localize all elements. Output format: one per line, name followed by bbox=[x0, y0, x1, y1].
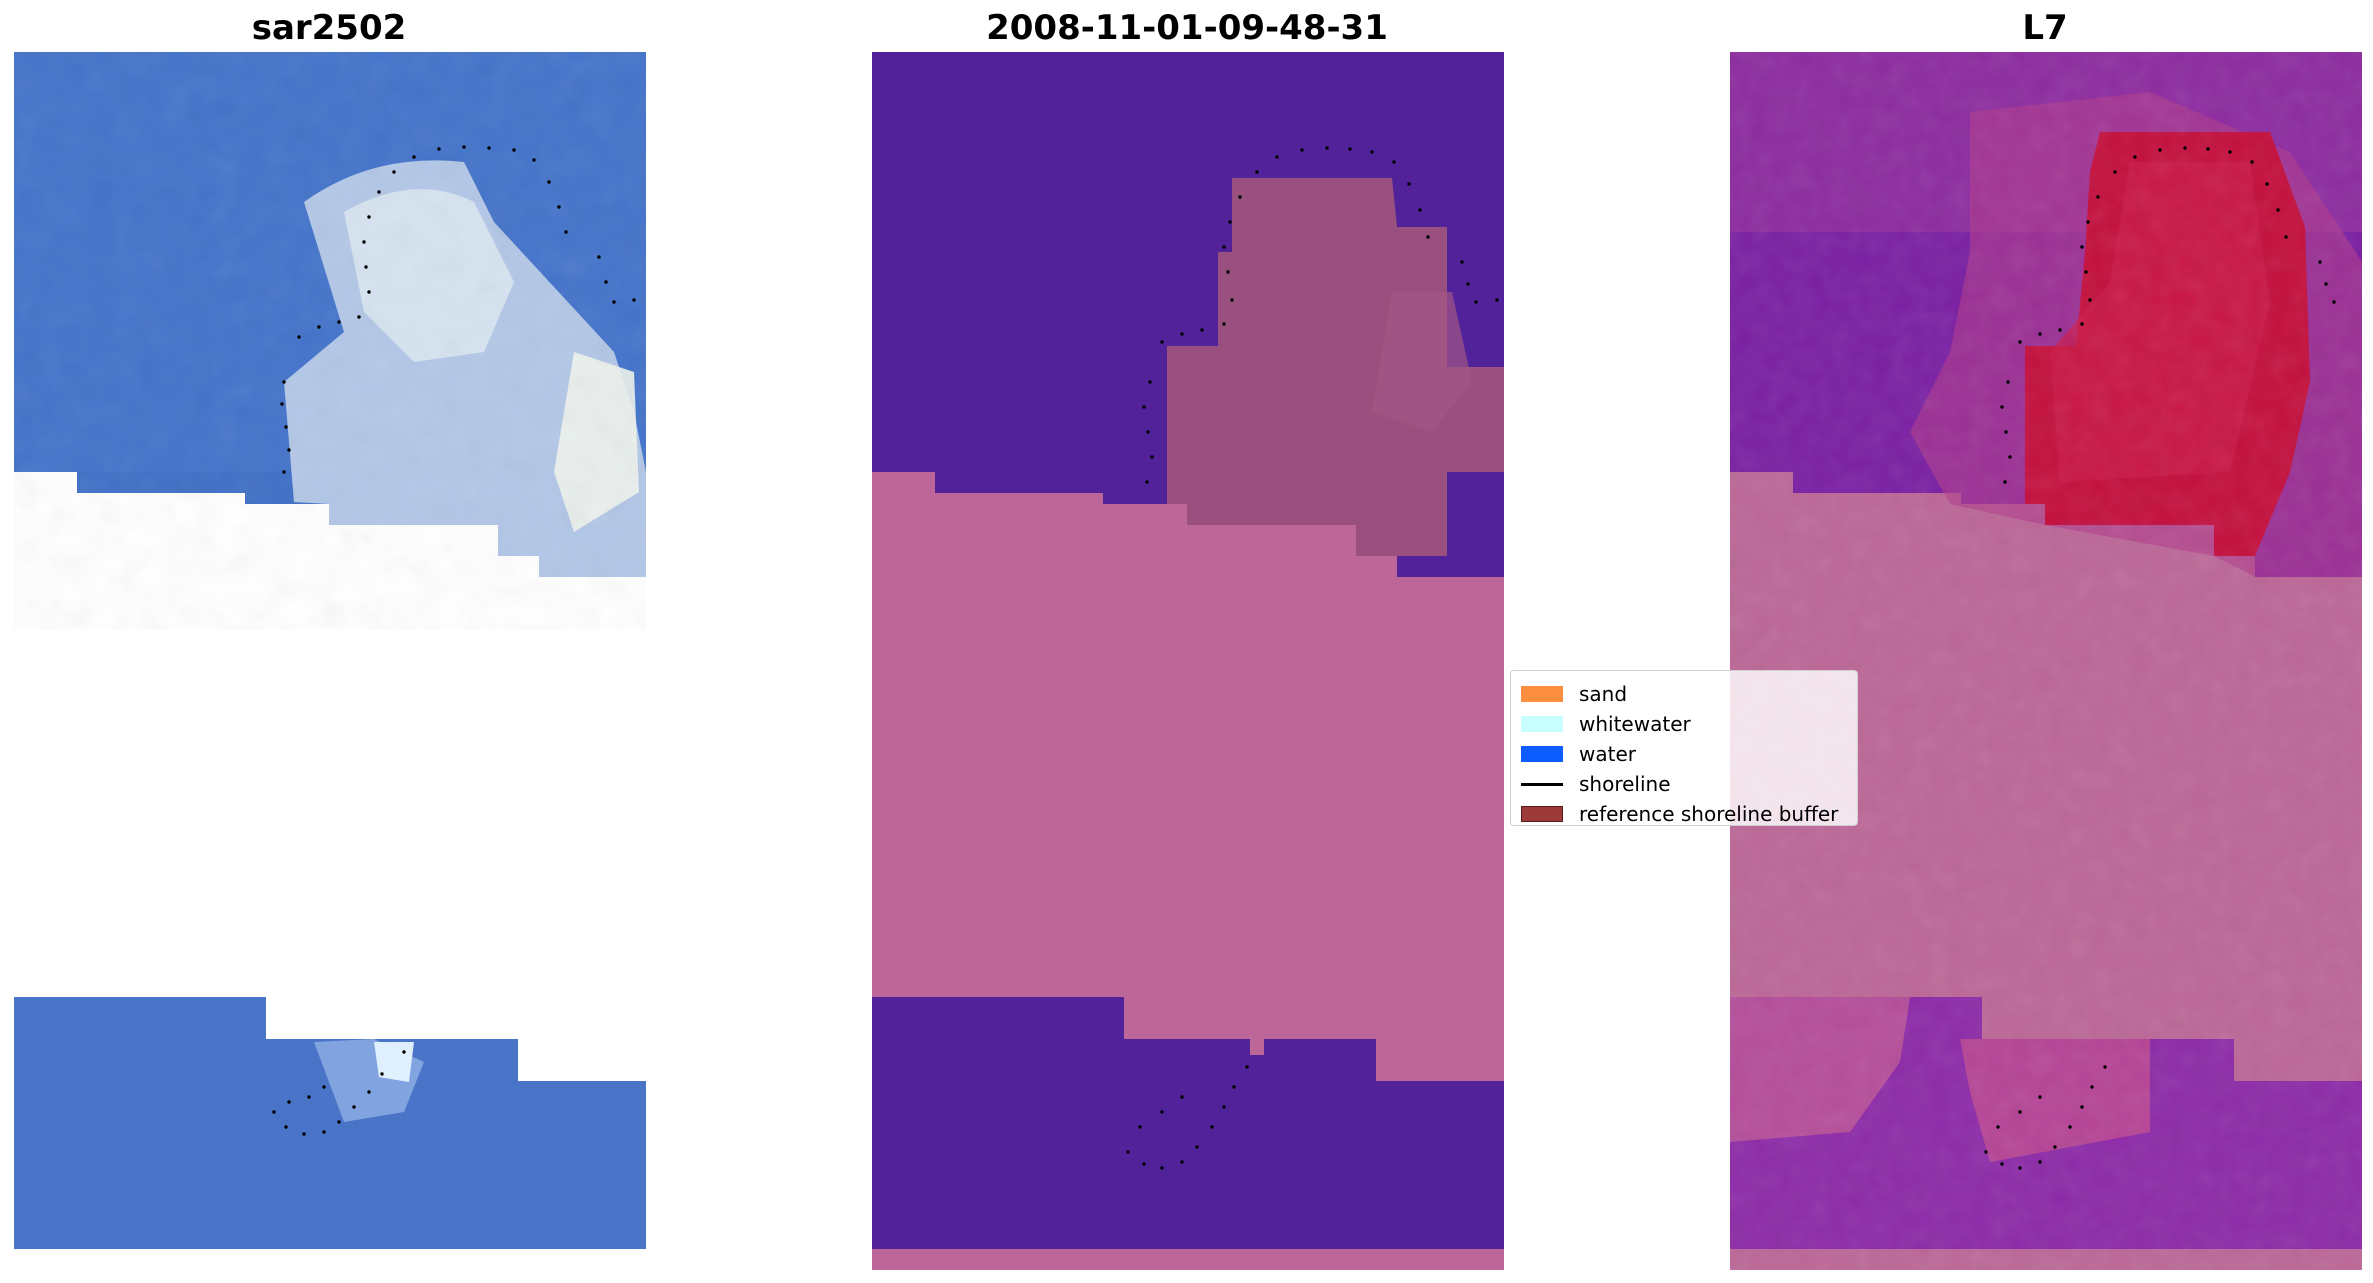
index-image bbox=[1730, 52, 2362, 1270]
legend-item-reference-buffer: reference shoreline buffer bbox=[1521, 799, 1847, 829]
legend: sand whitewater water shoreline referenc… bbox=[1510, 670, 1858, 826]
legend-item-water: water bbox=[1521, 739, 1847, 769]
legend-label-whitewater: whitewater bbox=[1579, 712, 1691, 736]
panel-title-index: L7 bbox=[2022, 8, 2068, 48]
legend-label-shoreline: shoreline bbox=[1579, 772, 1671, 796]
legend-item-shoreline: shoreline bbox=[1521, 769, 1847, 799]
sand-swatch bbox=[1521, 686, 1563, 702]
rgb-image-panel bbox=[14, 52, 646, 1254]
classification-panel bbox=[872, 52, 1504, 1270]
shoreline-dots bbox=[1984, 146, 2336, 1170]
index-panel bbox=[1730, 52, 2362, 1270]
whitewater-swatch bbox=[1521, 716, 1563, 732]
shoreline-dots bbox=[1126, 146, 1499, 1170]
legend-item-sand: sand bbox=[1521, 679, 1847, 709]
legend-label-water: water bbox=[1579, 742, 1636, 766]
reference-buffer-swatch bbox=[1521, 806, 1563, 822]
water-swatch bbox=[1521, 746, 1563, 762]
panel-title-rgb: sar2502 bbox=[251, 8, 407, 48]
shoreline-swatch bbox=[1521, 782, 1563, 786]
legend-item-whitewater: whitewater bbox=[1521, 709, 1847, 739]
classification-image bbox=[872, 52, 1504, 1270]
panel-title-classification: 2008-11-01-09-48-31 bbox=[986, 8, 1388, 48]
legend-label-reference-buffer: reference shoreline buffer bbox=[1579, 802, 1839, 826]
shoreline-dots bbox=[272, 145, 636, 1136]
rgb-image bbox=[14, 52, 646, 1249]
legend-label-sand: sand bbox=[1579, 682, 1628, 706]
